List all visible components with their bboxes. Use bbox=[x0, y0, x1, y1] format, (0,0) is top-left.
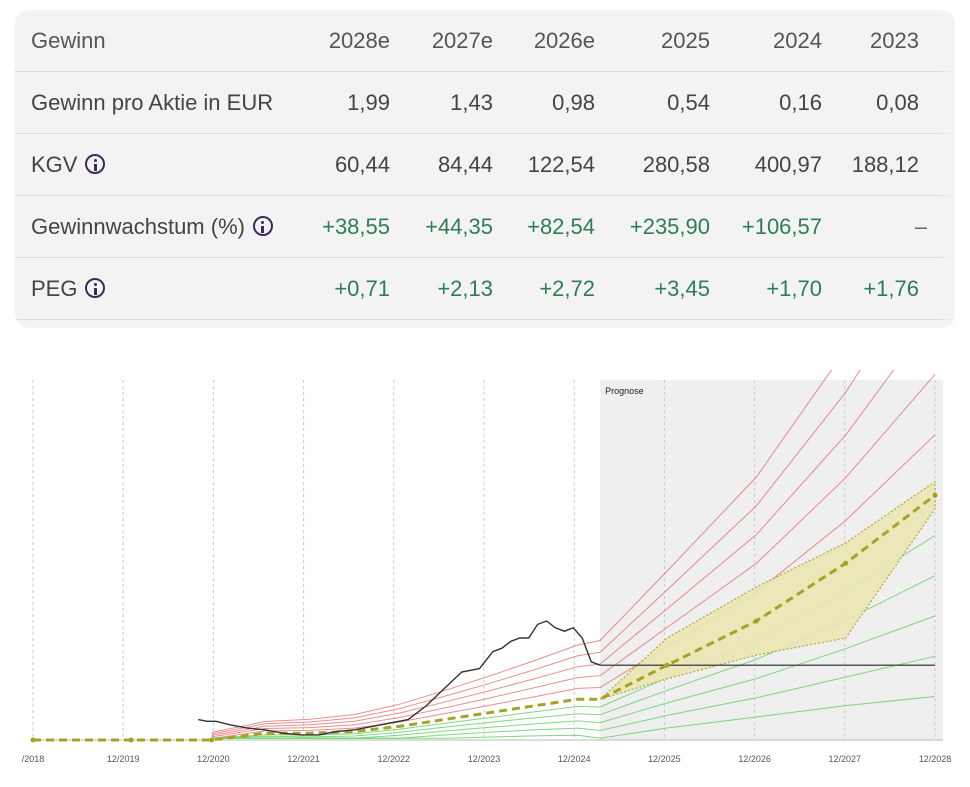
table-cell: 0,08 bbox=[876, 90, 919, 115]
row-label-text: Gewinnwachstum (%) bbox=[31, 214, 245, 239]
table-cell: +235,90 bbox=[629, 214, 710, 239]
table-cell: 188,12 bbox=[851, 152, 919, 177]
consensus-point bbox=[843, 560, 849, 566]
x-tick-label: /2018 bbox=[22, 754, 45, 764]
table-cell: +1,70 bbox=[766, 276, 822, 301]
row-label-text: KGV bbox=[31, 152, 78, 177]
consensus-point bbox=[664, 662, 670, 668]
table-cell: +44,35 bbox=[425, 214, 493, 239]
table-cell: +0,71 bbox=[334, 276, 390, 301]
consensus-point bbox=[753, 618, 759, 624]
price-line bbox=[198, 620, 601, 736]
consensus-point bbox=[209, 737, 215, 743]
scroll-fade bbox=[937, 10, 955, 328]
table-cell: 60,44 bbox=[334, 152, 390, 177]
table-cell: – bbox=[914, 214, 927, 239]
x-tick-label: 12/2023 bbox=[468, 754, 501, 764]
col-header-2024: 2024 bbox=[773, 28, 822, 53]
earnings-chart: /2018 12/2019 12/2020 12/2021 12/2022 12/2023… bbox=[22, 370, 952, 764]
table-row-growth: Gewinnwachstum (%) +38,55 +44,35 +82,54 … bbox=[15, 196, 955, 258]
earnings-table: Gewinn 2028e 2027e 2026e 2025 2024 2023 … bbox=[15, 10, 955, 328]
x-tick-label: 12/2021 bbox=[287, 754, 320, 764]
table-row-eps: Gewinn pro Aktie in EUR 1,99 1,43 0,98 0… bbox=[15, 72, 955, 134]
x-tick-label: 12/2027 bbox=[829, 754, 862, 764]
table-cell: +82,54 bbox=[527, 214, 595, 239]
consensus-point bbox=[128, 737, 134, 743]
table-cell: 400,97 bbox=[754, 152, 822, 177]
fan-line-upper bbox=[211, 374, 936, 738]
table-row-kgv: KGV 60,44 84,44 122,54 280,58 400,97 188… bbox=[15, 134, 955, 196]
table-cell: 0,54 bbox=[667, 90, 710, 115]
table-cell: 0,98 bbox=[552, 90, 595, 115]
table-header-label: Gewinn bbox=[31, 28, 106, 53]
table-cell: +1,76 bbox=[863, 276, 919, 301]
x-tick-label: 12/2019 bbox=[107, 754, 140, 764]
row-label: Gewinnwachstum (%) bbox=[31, 196, 273, 257]
consensus-point bbox=[30, 737, 36, 743]
col-header-2025: 2025 bbox=[661, 28, 710, 53]
fan-line-upper bbox=[211, 370, 895, 736]
table-cell: 280,58 bbox=[642, 152, 710, 177]
row-label: KGV bbox=[31, 134, 106, 195]
row-label: PEG bbox=[31, 258, 106, 319]
table-cell: +38,55 bbox=[322, 214, 390, 239]
table-cell: +106,57 bbox=[741, 214, 822, 239]
x-tick-label: 12/2024 bbox=[558, 754, 591, 764]
col-header-2027e: 2027e bbox=[431, 28, 493, 53]
forecast-label: Prognose bbox=[605, 386, 644, 396]
row-label-text: PEG bbox=[31, 276, 78, 301]
fan-line-upper bbox=[211, 370, 833, 733]
x-tick-label: 12/2022 bbox=[378, 754, 411, 764]
table-row-peg: PEG +0,71 +2,13 +2,72 +3,45 +1,70 +1,76 bbox=[15, 258, 955, 320]
info-icon[interactable] bbox=[252, 216, 273, 237]
table-cell: +3,45 bbox=[654, 276, 710, 301]
x-tick-label: 12/2020 bbox=[197, 754, 230, 764]
table-cell: 1,43 bbox=[450, 90, 493, 115]
table-cell: +2,72 bbox=[539, 276, 595, 301]
consensus-line bbox=[33, 494, 936, 742]
table-cell: 84,44 bbox=[437, 152, 493, 177]
forecast-band bbox=[599, 480, 936, 700]
fan-line-lower bbox=[211, 696, 936, 739]
consensus-point bbox=[932, 492, 938, 498]
table-cell: 0,16 bbox=[779, 90, 822, 115]
table-cell: 122,54 bbox=[527, 152, 595, 177]
col-header-2026e: 2026e bbox=[533, 28, 595, 53]
x-tick-label: 12/2026 bbox=[738, 754, 771, 764]
table-header-row: Gewinn 2028e 2027e 2026e 2025 2024 2023 bbox=[15, 10, 955, 72]
table-cell: +2,13 bbox=[437, 276, 493, 301]
fan-line-upper bbox=[211, 370, 861, 735]
info-icon[interactable] bbox=[85, 154, 106, 175]
x-tick-label: 12/2025 bbox=[648, 754, 681, 764]
row-label: Gewinn pro Aktie in EUR bbox=[31, 90, 274, 115]
col-header-2028e: 2028e bbox=[328, 28, 390, 53]
info-icon[interactable] bbox=[85, 278, 106, 299]
table-cell: 1,99 bbox=[347, 90, 390, 115]
x-tick-label: 12/2028 bbox=[919, 754, 952, 764]
col-header-2023: 2023 bbox=[870, 28, 919, 53]
